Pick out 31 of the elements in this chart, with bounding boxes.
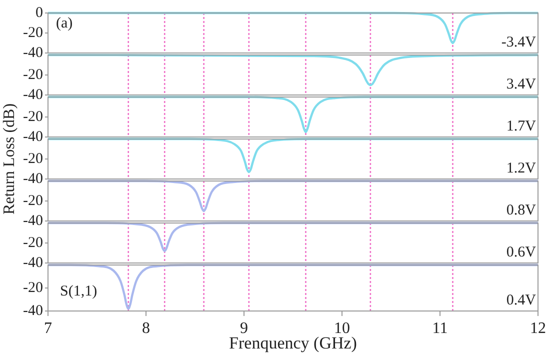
annotation: 1.2V bbox=[506, 160, 536, 176]
y-tick-label: -40 bbox=[23, 254, 43, 271]
annotation: 0.8V bbox=[506, 202, 536, 218]
line-series bbox=[46, 138, 540, 174]
y-tick-label: -20 bbox=[23, 280, 43, 296]
annotation: 3.4V bbox=[506, 76, 536, 92]
y-tick-label: -40 bbox=[23, 86, 43, 103]
annotation: 1.7V bbox=[506, 118, 536, 134]
y-tick-label: -40 bbox=[23, 128, 43, 145]
annotation: S(1,1) bbox=[60, 284, 98, 300]
y-tick-label: -20 bbox=[23, 192, 43, 209]
annotation: 0.6V bbox=[506, 244, 536, 260]
y-tick-label: -20 bbox=[23, 66, 43, 83]
y-tick-label: -20 bbox=[23, 234, 43, 251]
annotation: 0.4V bbox=[506, 292, 536, 308]
y-tick-label: -40 bbox=[23, 170, 43, 187]
y-tick-label: -40 bbox=[23, 212, 43, 229]
x-tick-label: 7 bbox=[44, 320, 52, 337]
y-tick-label: -40 bbox=[23, 44, 43, 61]
line-series bbox=[46, 96, 540, 134]
y-tick-label: -20 bbox=[23, 108, 43, 125]
annotation: -3.4V bbox=[501, 34, 536, 50]
y-tick-label: -20 bbox=[23, 150, 43, 167]
y-tick-label: -40 bbox=[23, 302, 43, 319]
x-tick-label: 8 bbox=[142, 320, 150, 337]
x-tick-label: 12 bbox=[530, 320, 546, 337]
x-tick-label: 11 bbox=[432, 320, 448, 337]
y-tick-label: 0 bbox=[36, 4, 43, 21]
y-axis-title: Return Loss (dB) bbox=[1, 103, 19, 215]
annotation: (a) bbox=[56, 15, 73, 32]
y-tick-label: -20 bbox=[23, 24, 43, 41]
